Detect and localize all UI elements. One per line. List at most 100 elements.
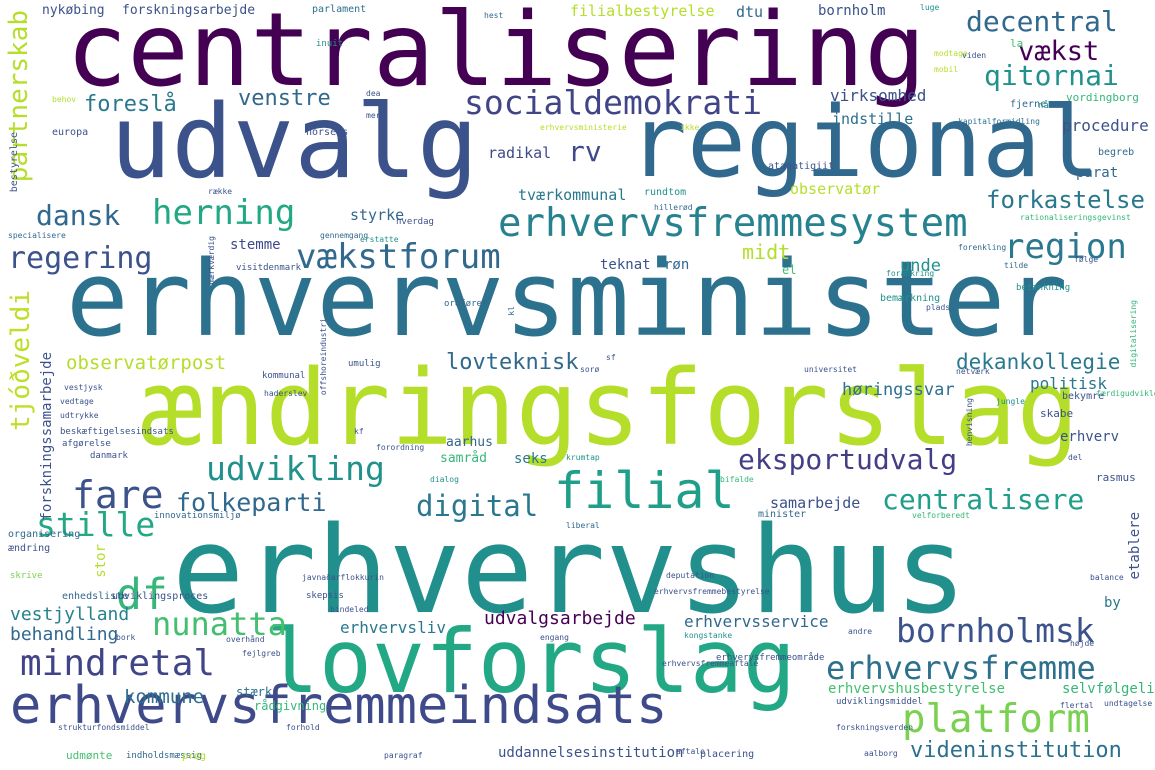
word-erhvervsfremmeindsats: erhvervsfremmeindsats [10, 676, 668, 736]
word-udvikling: udvikling [206, 449, 385, 488]
word-foreslaa: foreslå [84, 92, 177, 117]
word-andre: overhånd [226, 635, 265, 644]
word-prog: aftale [676, 747, 705, 756]
word-regering: regering [8, 241, 153, 276]
word-udvalg: udvalg [110, 83, 479, 202]
word-forankring: ataqatigiit [768, 161, 835, 172]
word-dekankollegie: dekankollegie [956, 350, 1121, 374]
word-krumtap: henvisning [965, 398, 974, 447]
word-netvaerk: sorø [580, 365, 600, 374]
word-gennemgang: rundtom [644, 187, 687, 198]
word-herning: herning [152, 193, 296, 233]
word-dansk: dansk [36, 199, 121, 232]
word-fjerne: fjerne [1010, 99, 1047, 110]
word-overhaand: deputation [666, 571, 715, 580]
word-bestyrelse: bestyrelse [9, 132, 20, 193]
word-rasmus: rasmus [1096, 471, 1136, 484]
word-tvaerkommunal: tværkommunal [518, 186, 627, 204]
word-ron: røn [664, 257, 690, 273]
word-rationaliseringsgevinst: rationaliseringsgevinst [1020, 213, 1131, 222]
word-aalborg: forskningsverden [836, 723, 914, 732]
word-begreb: begreb [1098, 147, 1135, 158]
word-tjodveldi: tjóðveldi [6, 290, 36, 431]
word-universitet: digitalisering [1129, 300, 1138, 368]
word-skabe: kommunal [262, 371, 306, 381]
word-hest: hest [484, 11, 504, 20]
word-samarbejde: samarbejde [770, 494, 861, 512]
word-balance: skepsis [306, 591, 344, 601]
word-europa: europa [52, 127, 89, 138]
word-kapitalformidling: kapitalformidling [958, 117, 1040, 126]
word-svaekke: række [208, 187, 233, 196]
word-digitalisering: betænkning [1016, 283, 1071, 293]
word-erhvervsfremmeaftale: paragraf [384, 751, 423, 760]
word-bork: bindeled [330, 605, 369, 614]
word-dialog: aarhus [446, 435, 493, 450]
word-horingssvar: høringssvar [842, 380, 955, 400]
word-staerk: stærk [236, 685, 273, 699]
word-dtu: dtu [736, 3, 764, 21]
word-erhvervsfremmesystem: erhvervsfremmesystem [498, 201, 968, 246]
word-strukturfondsmiddel: kongstanke [684, 631, 733, 640]
word-lovforslag: lovforslag [266, 610, 796, 713]
word-erhvervsminister: erhvervsminister [66, 238, 1068, 360]
word-region: region [1004, 227, 1127, 267]
word-enhedsliste: organisering [8, 529, 81, 540]
word-aendring: beskæftigelsesindsats [60, 427, 174, 437]
word-erhvervsfremmeomraade: engang [540, 633, 569, 642]
word-del: kf [354, 427, 364, 436]
word-naa: nå [1038, 101, 1049, 111]
word-odense: mærkværdig [207, 236, 216, 285]
word-udviklingsmiddel: højde [1070, 639, 1095, 648]
word-politisk: politisk [1030, 374, 1108, 393]
word-mundtlig: viden [962, 51, 987, 60]
word-midtvest: modtage [934, 49, 968, 58]
word-velforberedt: bifalde [720, 475, 754, 484]
word-kf: bekymre [1062, 391, 1105, 402]
word-samraad: samråd [440, 451, 487, 466]
word-udmonte: enhedsliste [62, 591, 129, 602]
word-radikal: radikal [488, 144, 552, 162]
word-malou: mobil [934, 65, 959, 74]
word-erhvervsfremme: erhvervsfremme [826, 649, 1096, 687]
word-soro: plads [926, 303, 951, 312]
word-aktor: visitdenmark [236, 263, 302, 273]
word-erstatte: hillerød [654, 203, 693, 212]
word-midt: midt [742, 240, 791, 264]
word-stor: stor [93, 544, 109, 578]
word-nykobing: nykøbing [42, 3, 105, 18]
word-jungle: netværk [956, 367, 990, 376]
word-betaenkning: forenkling [958, 243, 1007, 252]
word-bindeled: liberal [566, 521, 600, 530]
word-erhvervsministerie: prøg [182, 751, 207, 762]
word-plads: tilde [1004, 261, 1029, 270]
word-hillerod: udmønte [66, 749, 113, 762]
word-platform: platform [902, 697, 1090, 742]
word-deputation: minister [758, 509, 807, 520]
word-inuit: inuit [316, 39, 344, 49]
word-bemaerkning: forankring [886, 269, 935, 278]
word-udvalgsarbejde: udvalgsarbejde [484, 608, 636, 629]
word-vaekst: vækst [1018, 36, 1100, 67]
word-socialdemokrati: socialdemokrati [464, 83, 763, 122]
word-forskningsverden: forhold [286, 723, 320, 732]
word-seks: seks [514, 451, 548, 467]
word-erhvervshus: erhvervshus [172, 502, 967, 641]
word-undtagelse: strukturfondsmiddel [58, 723, 150, 732]
word-folkeparti: folkeparti [176, 488, 327, 517]
word-kommune: kommune [124, 686, 205, 708]
word-centralisering: centralisering [66, 0, 926, 110]
word-offshoreindustri: erhvervsministerie [540, 123, 627, 132]
word-beskaeftigelsesindsats: afgørelse [62, 439, 111, 449]
word-forenkling: hverdag [396, 217, 434, 227]
word-nunatta: nunatta [152, 605, 287, 643]
word-qitornai: qitornai [984, 59, 1119, 92]
word-bornholmsk: bornholmsk [896, 611, 1095, 650]
word-ataqatigiit: el [782, 263, 797, 277]
word-folge: gennemgang [320, 231, 369, 240]
word-parlament: parlament [312, 4, 367, 15]
word-parat: parat [1076, 165, 1119, 181]
word-innovationsmiljo: del [1068, 453, 1083, 462]
word-kommunal: sf [606, 353, 616, 362]
